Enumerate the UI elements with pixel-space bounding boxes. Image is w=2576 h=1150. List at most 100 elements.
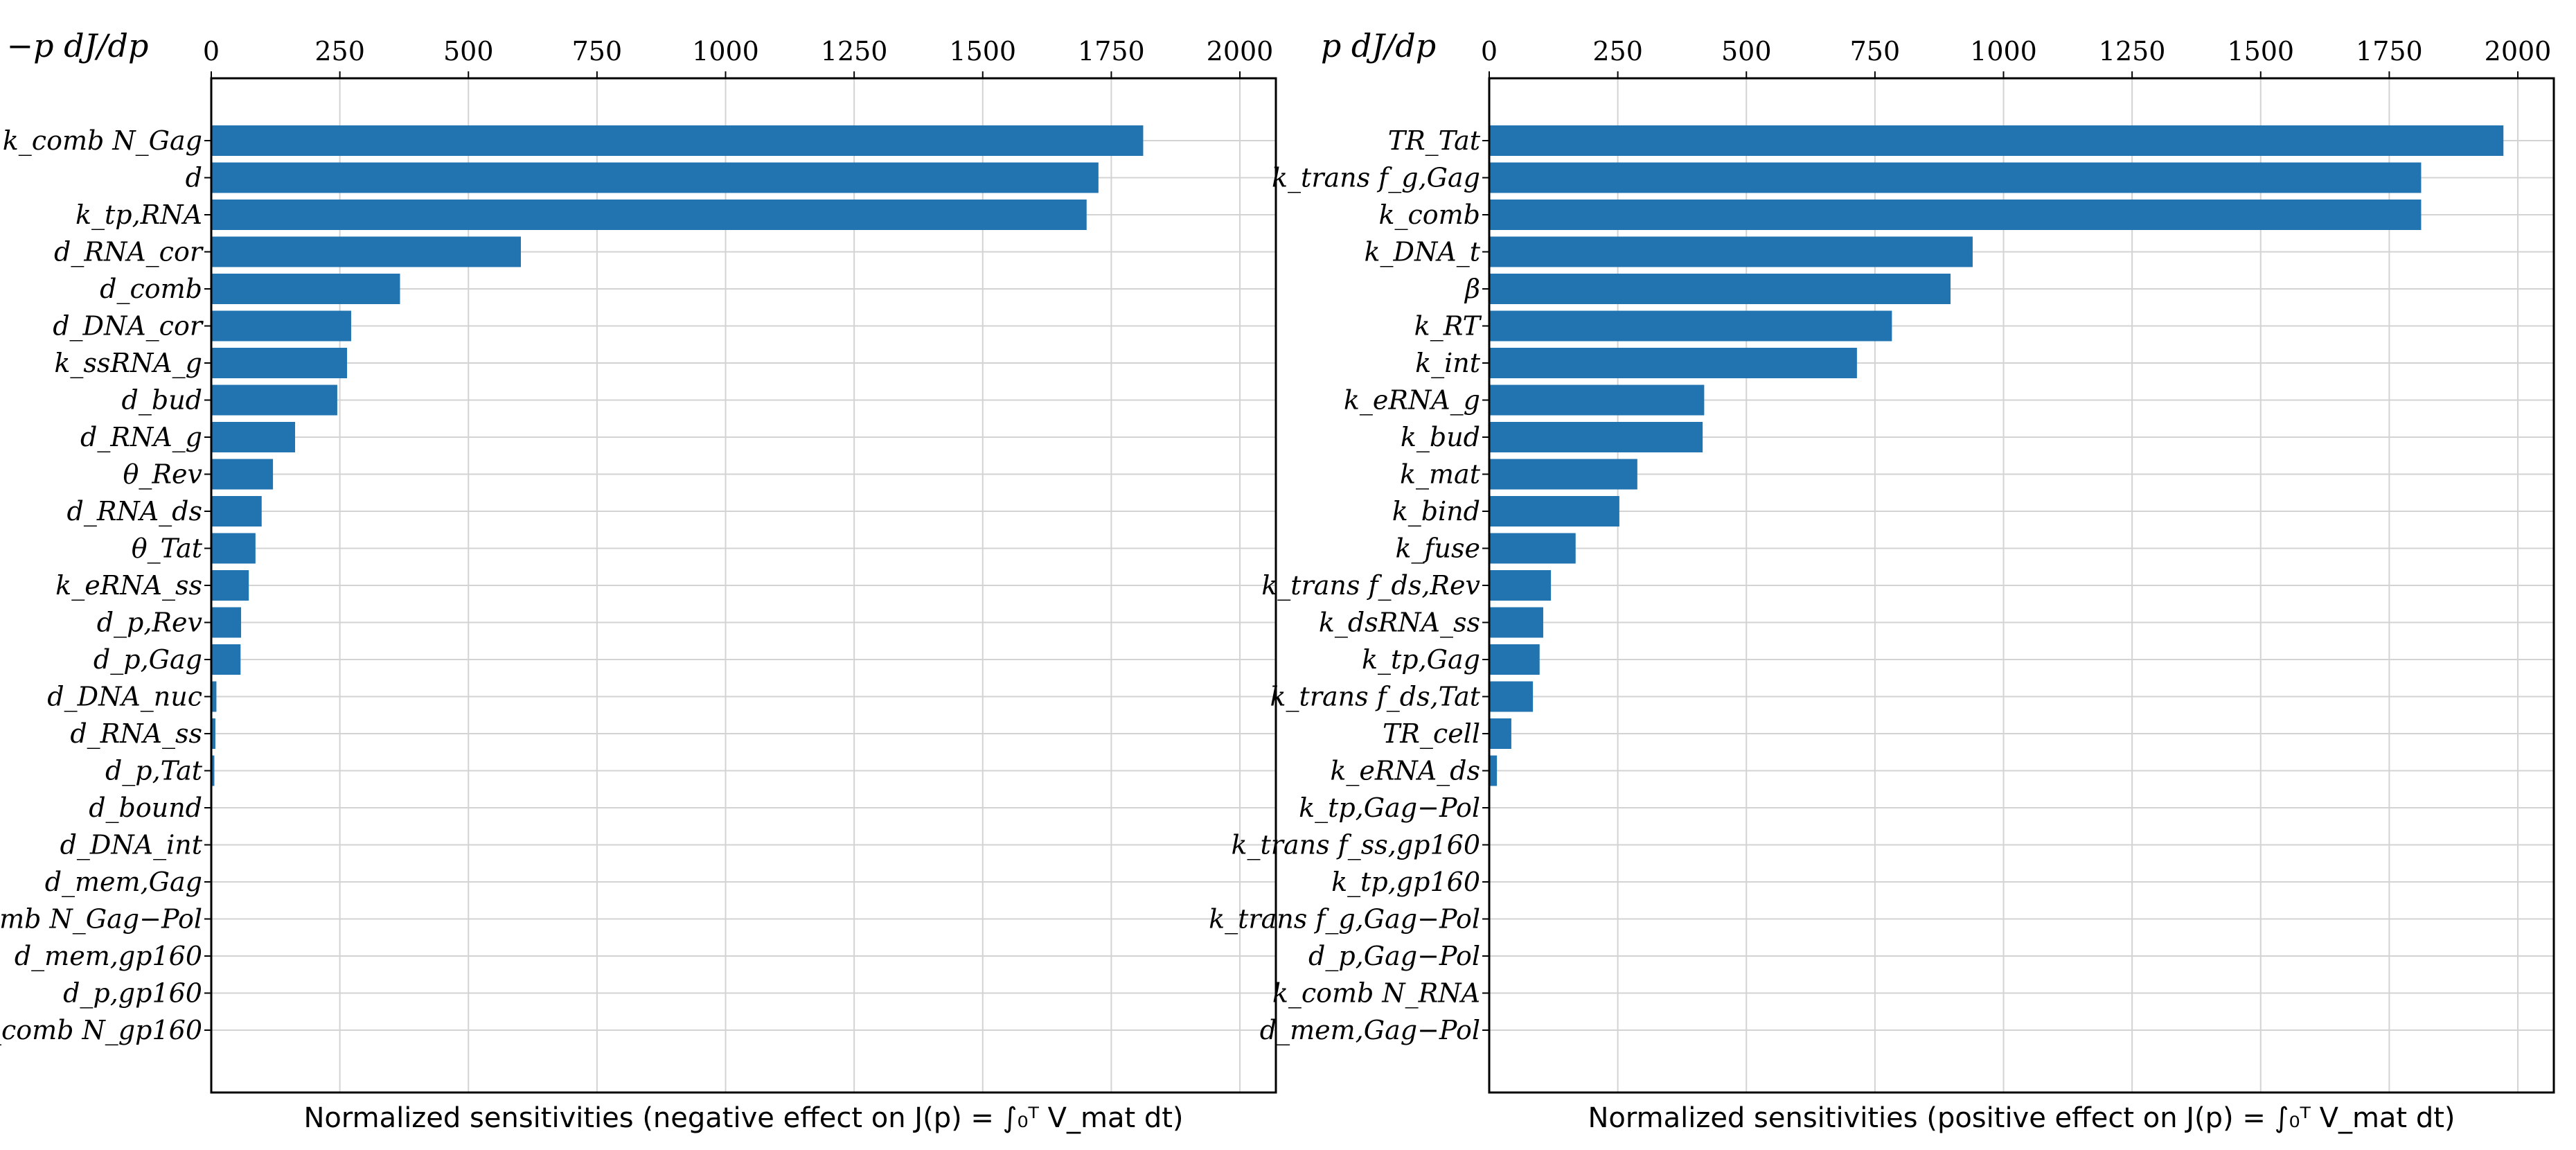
x-tick-label: 0 [1481,36,1498,67]
bar [1489,200,2422,230]
x-tick-label: 1750 [2356,36,2423,67]
corner-axis-label: −p dJ/dp [7,27,149,64]
x-axis-label: Normalized sensitivities (positive effec… [1588,1102,2455,1134]
x-tick-label: 1250 [821,36,888,67]
bar [1489,162,2422,193]
category-label: d_bound [89,793,202,824]
category-label: k_mat [1400,459,1481,490]
category-label: k_RT [1414,311,1482,342]
bar [211,644,241,675]
bar [1489,570,1552,601]
x-tick-label: 2000 [1207,36,1274,67]
bar [1489,607,1543,638]
x-axis-label: Normalized sensitivities (negative effec… [303,1102,1183,1134]
negative-sensitivity-panel: 0 250 500 750 1000 1250 1500 1750 2000 k_comb N_G… [0,27,1277,1134]
category-label: k_trans f_ss,gp160 [1232,830,1481,861]
bar [1489,310,1892,342]
positive-sensitivity-panel: 0 250 500 750 1000 1250 1500 1750 2000 TR_Tat k_tr… [1209,27,2555,1134]
category-label: k_dsRNA_ss [1319,608,1480,639]
bar [1489,236,1973,267]
category-label: k_comb N_Gag−Pol [0,904,202,935]
x-tick-label: 500 [1721,36,1772,67]
category-label: k_ssRNA_g [54,348,202,379]
bar [211,236,521,267]
category-label: k_fuse [1395,533,1480,565]
category-label: d_p,Tat [105,756,203,787]
category-label: d_p,Rev [97,608,203,639]
bar [1489,384,1705,416]
category-label: d_bud [122,385,202,416]
category-label: d_mem,gp160 [15,941,202,972]
x-tick-label: 1500 [2227,36,2294,67]
category-label: θ_Rev [123,459,203,490]
x-tick-label: 2000 [2485,36,2552,67]
x-tick-label: 1250 [2099,36,2166,67]
bar [211,718,215,749]
x-tick-label: 500 [443,36,494,67]
x-tick-label: 1750 [1078,36,1145,67]
bar [211,570,249,601]
x-tick-label: 1000 [692,36,759,67]
category-label: TR_Tat [1388,125,1481,157]
bar [211,533,256,564]
bar [1489,533,1576,564]
bar [211,125,1144,156]
bar [1489,348,1857,378]
category-label: k_tp,RNA [75,200,202,231]
bar [1489,274,1951,304]
category-label: k_comb N_RNA [1272,978,1480,1009]
category-label: k_int [1415,348,1481,379]
category-label: k_eRNA_g [1344,385,1480,416]
category-label: k_comb N_Gag [3,125,202,157]
bar [211,496,262,527]
category-label: k_eRNA_ss [55,570,202,601]
bar [1489,755,1498,786]
bar [211,274,400,304]
category-label: k_comb N_gp160 [0,1015,202,1046]
category-label: k_tp,Gag [1362,644,1480,675]
category-label: k_trans f_ds,Rev [1261,570,1480,601]
bar [211,310,351,342]
bar [211,422,296,452]
x-tick-label: 1000 [1970,36,2037,67]
category-label: k_bud [1401,422,1480,453]
category-label: k_comb [1378,200,1480,231]
category-label: d_DNA_nuc [47,682,202,713]
bar [1489,125,2504,156]
category-label: d_RNA_g [80,422,202,453]
bar [211,681,217,712]
bar [211,162,1099,193]
x-tick-label: 250 [1592,36,1643,67]
bar [211,200,1087,230]
bar [211,607,242,638]
category-label: d_DNA_cor [53,311,204,342]
bar [1489,496,1619,527]
category-label: d [186,163,202,193]
bar [1489,459,1637,490]
category-label: d_p,Gag−Pol [1308,941,1480,972]
category-label: θ_Tat [132,533,203,565]
category-label: d_p,Gag [94,644,202,675]
x-tick-label: 0 [203,36,220,67]
category-label: d_RNA_cor [54,237,204,268]
bar [1489,718,1511,749]
category-label: k_tp,Gag−Pol [1299,793,1480,824]
bar [211,384,337,416]
category-label: k_eRNA_ds [1330,756,1480,787]
bar [1489,644,1540,675]
bar [211,755,215,786]
x-tick-label: 250 [314,36,365,67]
bar [211,348,348,378]
category-label: d_DNA_int [60,830,203,861]
category-label: d_mem,Gag [45,867,202,898]
category-label: k_bind [1392,496,1480,527]
category-label: d_comb [100,274,202,305]
x-tick-label: 750 [572,36,623,67]
category-label: d_p,gp160 [63,978,202,1009]
category-label: d_mem,Gag−Pol [1260,1015,1480,1046]
bar [1489,422,1703,452]
category-label: k_DNA_t [1365,237,1481,268]
category-label: k_trans f_ds,Tat [1270,682,1481,713]
category-label: k_tp,gp160 [1331,867,1480,898]
